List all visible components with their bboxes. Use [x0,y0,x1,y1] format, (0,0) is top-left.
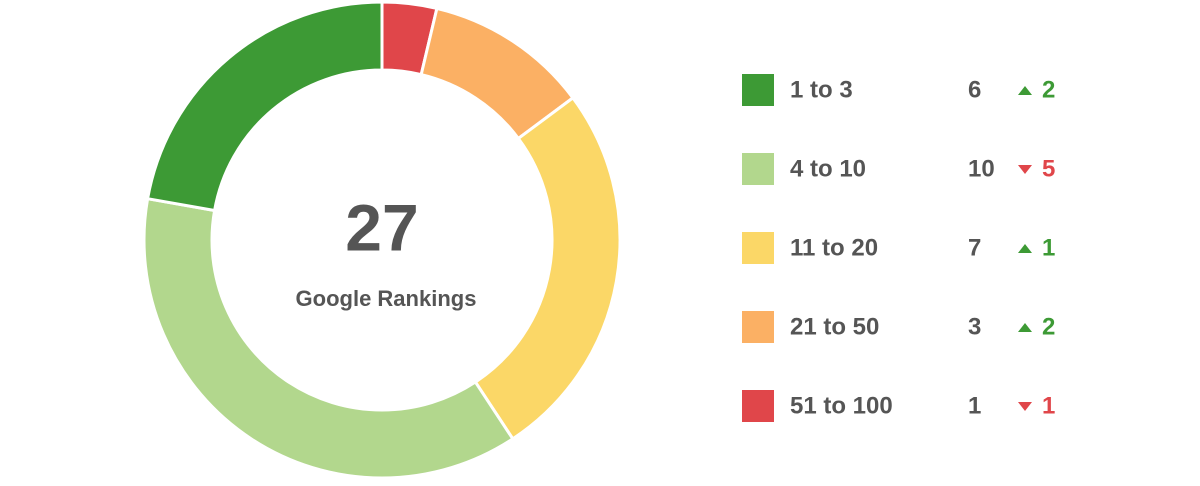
total-label: Google Rankings [296,286,477,311]
legend-label: 1 to 3 [790,76,853,103]
count: 6 [968,76,981,103]
legend-label: 4 to 10 [790,155,866,182]
count: 10 [968,155,995,182]
legend-label: 21 to 50 [790,313,879,340]
legend-label: 11 to 20 [790,234,878,261]
donut-slice [142,196,515,480]
change-arrow [1018,323,1032,332]
legend-label: 51 to 100 [790,392,893,419]
count: 3 [968,313,981,340]
count: 7 [968,234,981,261]
total: 27 [345,190,418,264]
change-value: 1 [1042,392,1055,419]
count: 1 [968,392,981,419]
change-arrow [1018,244,1032,253]
legend-swatch [742,390,774,422]
donut-slice [145,0,384,213]
change-value: 1 [1042,234,1055,261]
change-value: 2 [1042,313,1055,340]
legend-swatch [742,74,774,106]
change-arrow [1018,86,1032,95]
change-arrow [1018,402,1032,411]
legend-swatch [742,153,774,185]
change-value: 5 [1042,155,1055,182]
change-value: 2 [1042,76,1055,103]
change-arrow [1018,165,1032,174]
legend-swatch [742,311,774,343]
legend-swatch [742,232,774,264]
donut-slice [473,95,622,441]
